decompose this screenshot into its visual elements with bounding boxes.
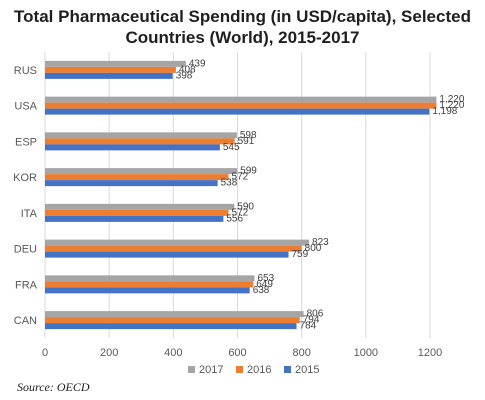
bar-can-2016 bbox=[45, 317, 300, 324]
bar-fra-2017 bbox=[45, 275, 255, 282]
data-label-esp-2015: 545 bbox=[223, 142, 240, 153]
bar-rus-2016 bbox=[45, 66, 176, 73]
bar-deu-2017 bbox=[45, 239, 310, 246]
bar-kor-2015 bbox=[45, 180, 218, 187]
bar-ita-2017 bbox=[45, 203, 235, 210]
data-label-usa-2017: 1,220 bbox=[439, 94, 464, 105]
y-tick-label-rus: RUS bbox=[14, 65, 37, 77]
data-label-kor-2016: 572 bbox=[232, 172, 249, 183]
data-label-kor-2015: 538 bbox=[221, 178, 238, 189]
x-tick-label-200: 200 bbox=[100, 347, 118, 359]
bar-deu-2016 bbox=[45, 245, 302, 252]
data-label-ita-2016: 572 bbox=[232, 207, 249, 218]
data-label-ita-2015: 556 bbox=[226, 213, 243, 224]
chart-title-line-1: Total Pharmaceutical Spending (in USD/ca… bbox=[14, 7, 471, 26]
bar-usa-2016 bbox=[45, 102, 437, 109]
bar-kor-2017 bbox=[45, 168, 238, 175]
source-note: Source: OECD bbox=[17, 380, 90, 394]
data-label-usa-2015: 1,198 bbox=[432, 106, 457, 117]
data-label-fra-2016: 649 bbox=[256, 279, 273, 290]
data-label-can-2015: 784 bbox=[300, 321, 317, 332]
legend-label-2016: 2016 bbox=[247, 364, 271, 376]
x-tick-label-0: 0 bbox=[42, 347, 48, 359]
x-tick-label-800: 800 bbox=[292, 347, 310, 359]
data-label-rus-2015: 398 bbox=[176, 70, 193, 81]
y-tick-label-can: CAN bbox=[14, 315, 37, 327]
x-tick-label-1200: 1200 bbox=[418, 347, 442, 359]
bar-can-2015 bbox=[45, 323, 297, 330]
data-label-deu-2015: 759 bbox=[292, 249, 309, 260]
bar-esp-2017 bbox=[45, 132, 237, 139]
bar-can-2017 bbox=[45, 311, 304, 318]
legend-label-2015: 2015 bbox=[295, 364, 319, 376]
y-tick-label-esp: ESP bbox=[15, 136, 37, 148]
x-tick-label-1000: 1000 bbox=[354, 347, 378, 359]
data-label-deu-2017: 823 bbox=[312, 237, 329, 248]
bar-fra-2016 bbox=[45, 281, 254, 288]
y-tick-label-fra: FRA bbox=[15, 279, 38, 291]
data-label-ita-2017: 590 bbox=[237, 201, 254, 212]
data-label-usa-2016: 1,220 bbox=[439, 100, 464, 111]
data-label-esp-2016: 591 bbox=[238, 136, 255, 147]
chart-title-line-2: Countries (World), 2015-2017 bbox=[125, 28, 360, 47]
data-label-can-2016: 794 bbox=[303, 315, 320, 326]
data-label-rus-2016: 408 bbox=[179, 64, 196, 75]
legend-label-2017: 2017 bbox=[199, 364, 223, 376]
x-tick-label-600: 600 bbox=[228, 347, 246, 359]
y-tick-label-deu: DEU bbox=[14, 244, 37, 256]
bar-esp-2015 bbox=[45, 144, 220, 151]
data-label-kor-2017: 599 bbox=[240, 166, 257, 177]
data-label-esp-2017: 598 bbox=[240, 130, 257, 141]
legend-marker-2016 bbox=[236, 366, 243, 373]
data-label-rus-2017: 439 bbox=[189, 58, 206, 69]
bar-kor-2016 bbox=[45, 174, 229, 181]
data-label-can-2017: 806 bbox=[307, 309, 324, 320]
bar-usa-2017 bbox=[45, 96, 437, 103]
bar-ita-2016 bbox=[45, 209, 229, 216]
chart-title: Total Pharmaceutical Spending (in USD/ca… bbox=[0, 6, 485, 48]
data-label-fra-2015: 638 bbox=[253, 285, 270, 296]
bar-deu-2015 bbox=[45, 251, 289, 258]
x-tick-label-400: 400 bbox=[164, 347, 182, 359]
data-label-fra-2017: 653 bbox=[258, 273, 275, 284]
legend-marker-2017 bbox=[188, 366, 195, 373]
y-tick-label-usa: USA bbox=[14, 101, 37, 113]
bar-usa-2015 bbox=[45, 108, 430, 115]
bar-rus-2017 bbox=[45, 60, 186, 67]
bar-fra-2015 bbox=[45, 287, 250, 294]
bar-ita-2015 bbox=[45, 215, 224, 222]
data-label-deu-2016: 800 bbox=[305, 243, 322, 254]
y-tick-label-kor: KOR bbox=[13, 172, 37, 184]
bar-esp-2016 bbox=[45, 138, 235, 145]
y-tick-label-ita: ITA bbox=[21, 208, 38, 220]
legend-marker-2015 bbox=[284, 366, 291, 373]
bar-rus-2015 bbox=[45, 72, 173, 79]
